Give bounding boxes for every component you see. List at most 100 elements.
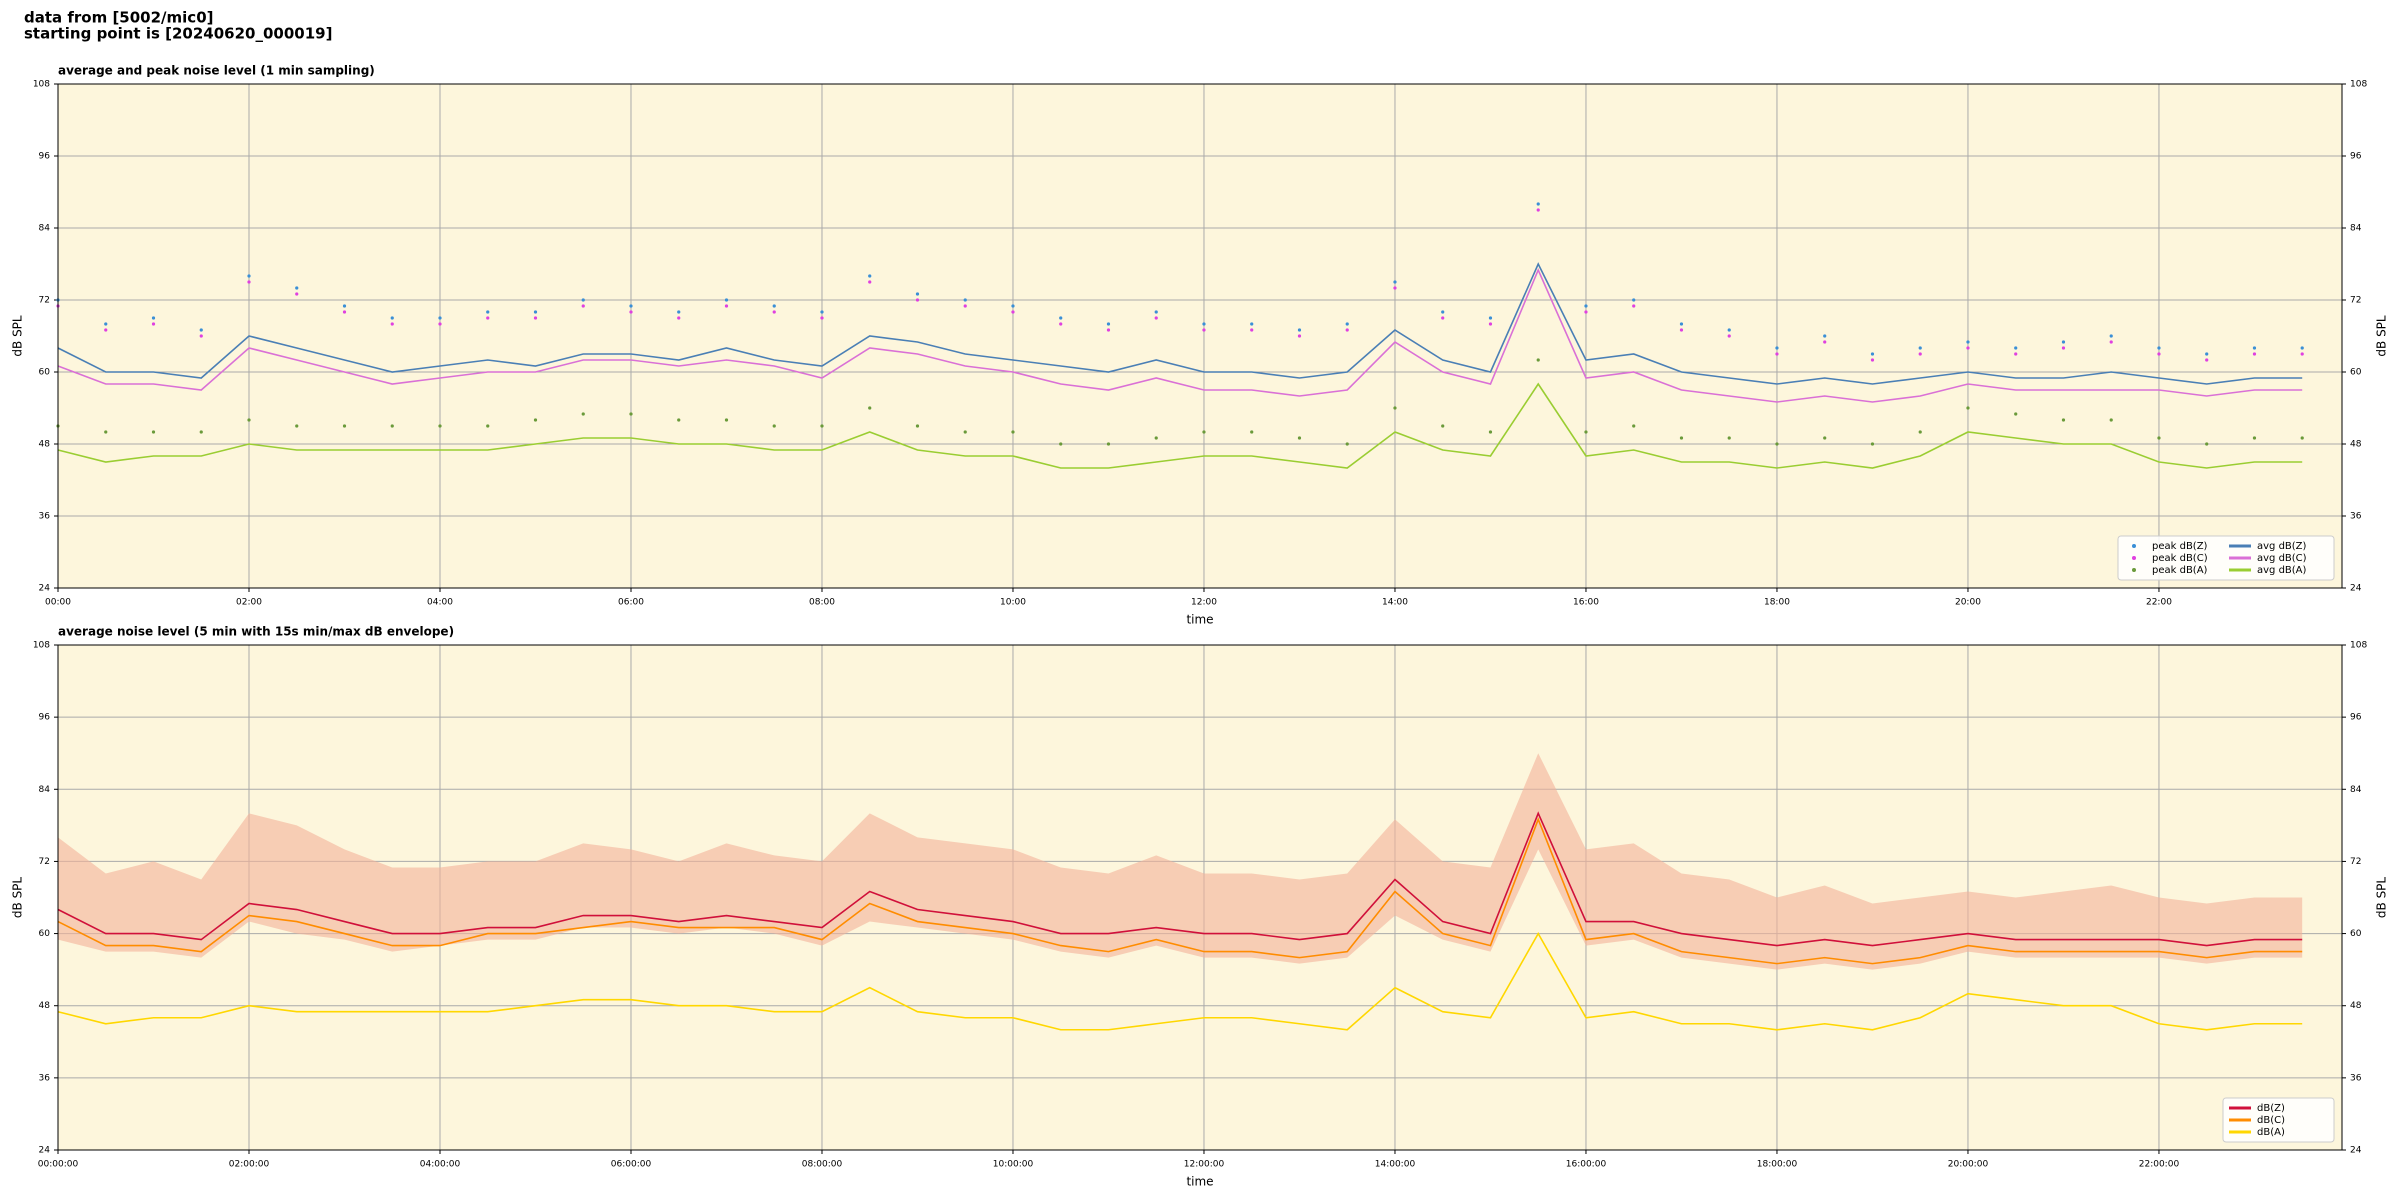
peak-point [772,304,776,308]
series-line [57,382,2303,469]
peak-point [2014,346,2018,350]
peak-point [868,274,872,278]
y-tick-label: 24 [39,584,51,594]
peak-point [1870,352,1875,356]
legend-label: dB(C) [2257,1115,2285,1126]
x-tick-label: 06:00 [618,598,644,608]
peak-point [1297,334,1302,338]
y-tick-label: 96 [2350,713,2362,723]
peak-point [1345,442,1349,446]
peak-point [868,406,872,410]
peak-point [390,316,394,320]
peak-point [1536,358,1540,362]
peak-point [1918,430,1922,434]
y-tick-label: 72 [2350,857,2361,867]
x-tick-label: 20:00 [1955,598,1981,608]
y-tick-label: 96 [39,152,51,162]
peak-point [199,334,203,338]
peak-point [677,310,681,314]
peak-point [915,292,920,296]
peak-point [1441,424,1445,428]
legend-label: dB(A) [2257,1127,2285,1138]
peak-point [199,430,203,434]
peak-point [2205,358,2209,362]
peak-point [2109,340,2113,344]
x-tick-label: 12:00 [1191,598,1217,608]
peak-point [1870,442,1875,446]
legend-marker [2132,568,2136,572]
peak-point [1106,322,1111,326]
y-tick-label: 48 [39,440,51,450]
peak-point [1488,322,1493,326]
peak-point [151,316,156,320]
peak-point [820,424,824,428]
y-tick-label: 48 [2350,1001,2362,1011]
y-tick-label: 60 [39,929,51,939]
y-tick-label: 24 [39,1146,51,1156]
peak-point [1297,436,1302,440]
legend-box [2117,535,2335,581]
peak-point [1154,316,1158,320]
y-tick-label: 72 [39,296,50,306]
x-tick-label: 20:00:00 [1948,1160,1989,1170]
peak-point [1727,334,1731,338]
legend-label: peak dB(C) [2152,553,2208,564]
x-axis-label: time [1186,1175,1213,1189]
peak-point [1823,340,1827,344]
peak-point [1823,436,1827,440]
x-tick-label: 16:00 [1573,598,1599,608]
peak-point [772,310,776,314]
peak-point [1584,304,1588,308]
peak-point [1584,430,1588,434]
peak-point [1297,328,1302,332]
y-tick-label: 96 [39,713,51,723]
peak-point [1775,352,1779,356]
x-tick-label: 16:00:00 [1566,1160,1607,1170]
y-axis-label: dB SPL [11,315,25,357]
peak-point [151,430,156,434]
peak-point [724,304,729,308]
peak-point [724,418,729,422]
peak-point [104,430,108,434]
y-tick-label: 36 [39,1073,51,1083]
legend-label: peak dB(Z) [2152,541,2208,552]
peak-point [2300,352,2304,356]
peak-point [438,316,442,320]
y-tick-label: 96 [2350,152,2362,162]
y-tick-label: 48 [39,1001,51,1011]
peak-point [247,418,251,422]
peak-point [247,274,251,278]
peak-point [1011,304,1015,308]
peak-point [486,424,490,428]
peak-point [533,418,538,422]
x-tick-label: 00:00 [45,598,71,608]
peak-point [1393,286,1397,290]
x-tick-label: 08:00:00 [802,1160,843,1170]
plot-area [58,84,2342,588]
peak-point [342,304,347,308]
plot-frame [57,83,2343,589]
peak-point [2014,352,2018,356]
y-tick-label: 84 [39,785,51,795]
peak-point [1345,328,1349,332]
peak-point [533,310,538,314]
peak-point [1202,328,1206,332]
peak-point [2109,334,2113,338]
peak-point [2061,340,2066,344]
peak-point [2014,412,2018,416]
peak-point [295,286,299,290]
y-tick-label: 84 [39,224,51,234]
peak-point [1250,322,1254,326]
y-tick-label: 36 [39,512,51,522]
x-tick-label: 22:00:00 [2139,1160,2180,1170]
peak-point [677,418,681,422]
peak-point [104,322,108,326]
x-tick-label: 02:00:00 [229,1160,270,1170]
x-tick-label: 08:00 [809,598,835,608]
peak-point [1106,328,1111,332]
peak-point [581,304,585,308]
peak-point [724,298,729,302]
peak-point [1870,358,1875,362]
